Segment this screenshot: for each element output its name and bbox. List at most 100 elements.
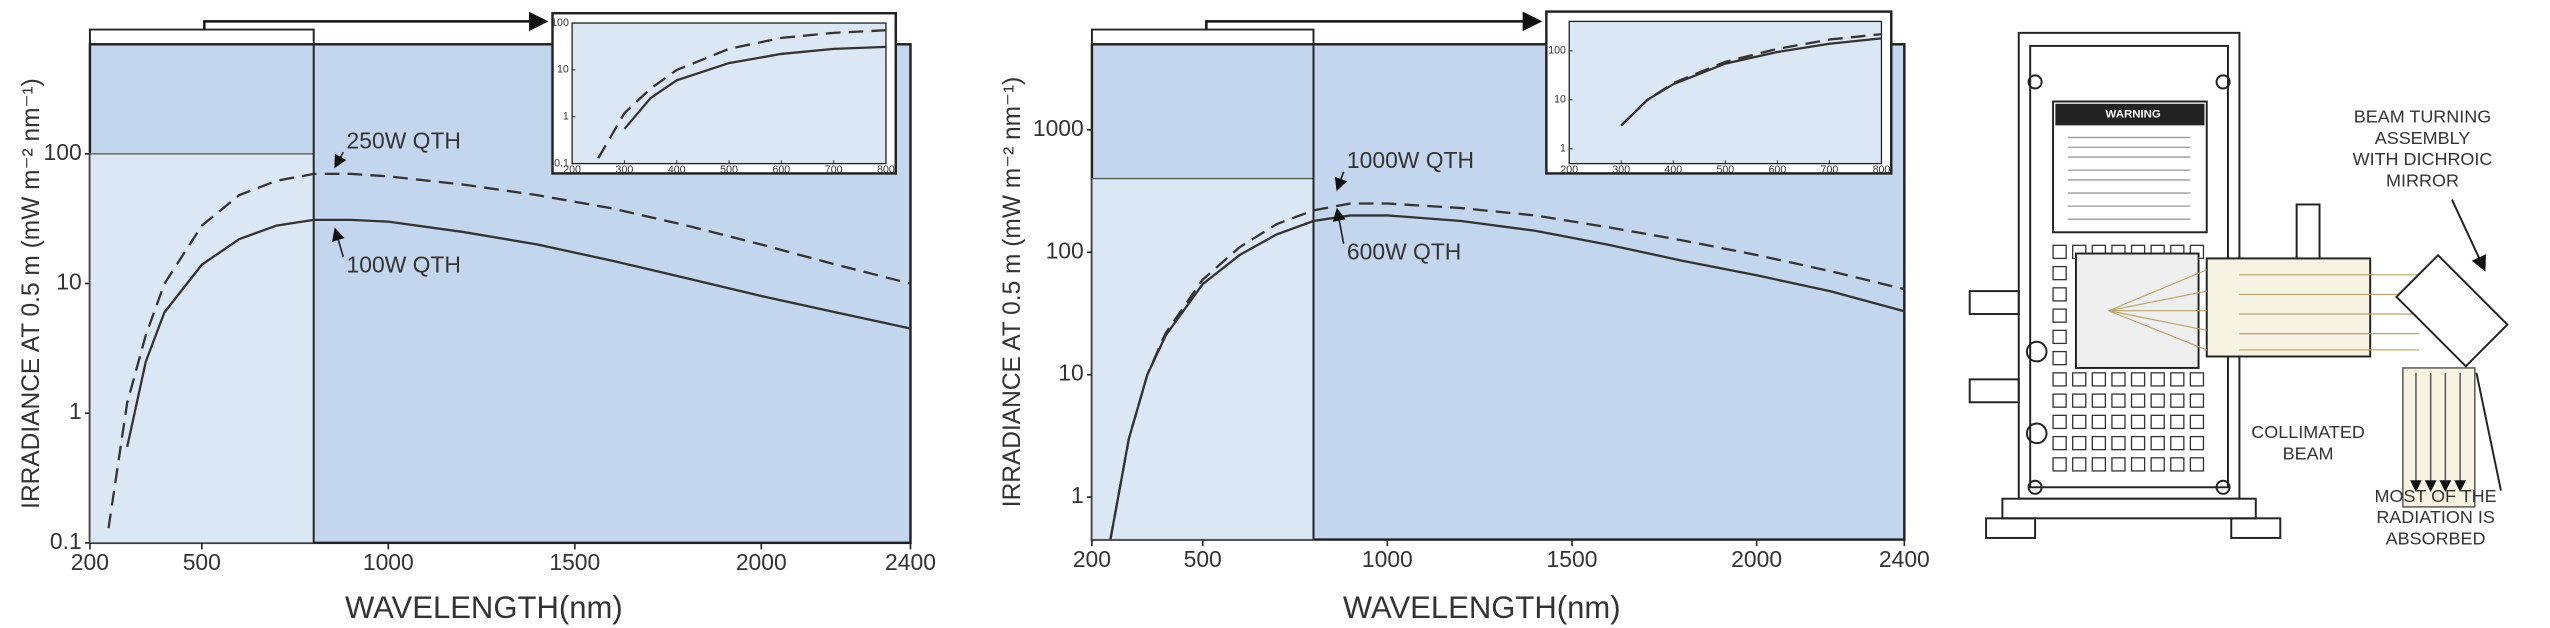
inset-y-tick-label: 1 xyxy=(1560,143,1566,155)
leader-line xyxy=(2451,199,2486,272)
beam-rays xyxy=(2108,269,2420,351)
zoom-bracket xyxy=(88,28,315,543)
x-axis-label: WAVELENGTH(nm) xyxy=(1343,590,1621,625)
y-tick-label: 100 xyxy=(44,139,82,165)
vent-hole xyxy=(2072,457,2087,472)
vent-hole xyxy=(2111,457,2126,472)
diagram-label: ABSORBED xyxy=(2386,528,2486,548)
side-fitting xyxy=(1968,290,2020,315)
vent-hole xyxy=(2072,414,2087,430)
lamp-diagram xyxy=(1968,31,2509,539)
vent-hole xyxy=(2150,435,2165,451)
inset-x-tick-label: 400 xyxy=(1664,164,1682,176)
collimated-beam xyxy=(2402,367,2476,508)
vent-hole xyxy=(2111,372,2126,387)
series-label: 1000W QTH xyxy=(1347,147,1474,173)
zoom-region xyxy=(1091,177,1315,541)
vent-hole xyxy=(2130,414,2146,430)
x-tick-label: 2000 xyxy=(1731,546,1782,572)
inset-y-tick-label: 100 xyxy=(1548,45,1566,57)
x-tick-label: 200 xyxy=(71,549,109,575)
inset-x-tick-label: 400 xyxy=(668,164,686,176)
foot xyxy=(1985,517,2037,539)
inset-plot xyxy=(571,22,887,165)
vent-hole xyxy=(2052,265,2067,281)
vent-hole xyxy=(2052,329,2067,345)
vent-hole xyxy=(2130,372,2146,387)
vent-hole xyxy=(2130,435,2146,451)
x-tick-label: 1500 xyxy=(549,549,600,575)
series-line xyxy=(597,29,886,159)
y-tick-label: 100 xyxy=(1046,237,1084,263)
vent-hole xyxy=(2189,435,2205,451)
zoom-bracket xyxy=(1090,28,1315,540)
x-axis-label: WAVELENGTH(nm) xyxy=(345,590,623,625)
vent-hole xyxy=(2091,393,2107,408)
diagram-label: RADIATION IS xyxy=(2376,507,2494,527)
label-leader xyxy=(1334,171,1348,192)
inset-plot xyxy=(1568,20,1883,165)
vent-hole xyxy=(2130,457,2146,472)
vent-hole xyxy=(2091,435,2107,451)
y-axis-label: IRRADIANCE AT 0.5 m (mW m⁻² nm⁻¹) xyxy=(18,78,45,509)
inset-y-tick-label: 10 xyxy=(1554,94,1566,106)
diagram-label: WITH DICHROIC xyxy=(2353,149,2493,169)
vent-hole xyxy=(2170,393,2185,408)
screw xyxy=(2215,74,2231,90)
vent-hole xyxy=(2052,287,2067,302)
inset-x-tick-label: 700 xyxy=(825,164,843,176)
series-line xyxy=(1620,37,1882,127)
vent-hole xyxy=(2091,372,2107,387)
vent-hole xyxy=(2091,457,2107,472)
inset-x-tick-label: 500 xyxy=(1716,164,1734,176)
diagram-label: BEAM TURNING xyxy=(2354,107,2491,127)
screw xyxy=(2027,479,2043,495)
inset-x-tick-label: 500 xyxy=(720,164,738,176)
vent-hole xyxy=(2052,435,2067,451)
inset-x-tick-label: 300 xyxy=(616,164,634,176)
inset-y-tick-label: 1 xyxy=(563,111,569,123)
warning-title: WARNING xyxy=(2106,109,2161,121)
vent-hole xyxy=(2170,457,2185,472)
vent-hole xyxy=(2052,350,2067,366)
diagram-label: COLLIMATED xyxy=(2251,422,2365,442)
series-label: 100W QTH xyxy=(347,252,461,278)
inset-x-tick-label: 200 xyxy=(1560,164,1578,176)
series-line xyxy=(126,218,911,448)
vent-hole xyxy=(2072,393,2087,408)
y-tick-label: 0.1 xyxy=(50,528,82,554)
vent-hole xyxy=(2189,457,2205,472)
vent-hole xyxy=(2170,435,2185,451)
label-leader xyxy=(332,227,345,258)
y-tick-label: 1 xyxy=(1071,482,1084,508)
series-line xyxy=(1109,214,1905,540)
label-leader xyxy=(1332,207,1346,244)
vent-hole xyxy=(2072,372,2087,387)
zoom-arrow xyxy=(203,11,549,32)
vent-hole xyxy=(2091,414,2107,430)
vent-hole xyxy=(2150,414,2165,430)
x-tick-label: 200 xyxy=(1073,546,1111,572)
knob xyxy=(2025,422,2048,445)
vent-hole xyxy=(2170,372,2185,387)
foot xyxy=(2230,517,2282,539)
vent-hole xyxy=(2150,457,2165,472)
vent-hole xyxy=(2052,414,2067,430)
zoom-arrow xyxy=(1205,11,1543,32)
inset-x-tick-label: 200 xyxy=(563,164,581,176)
series-label: 250W QTH xyxy=(347,127,461,153)
diagram-label: ASSEMBLY xyxy=(2375,128,2471,148)
inset-x-tick-label: 300 xyxy=(1612,164,1630,176)
vent-hole xyxy=(2111,393,2126,408)
inset-y-tick-label: 0.1 xyxy=(554,157,569,169)
y-tick-label: 1000 xyxy=(1033,115,1084,141)
inset-y-tick-label: 100 xyxy=(551,17,569,29)
tube-fitting xyxy=(2295,203,2321,260)
diagram-label: MIRROR xyxy=(2386,170,2459,190)
vent-hole xyxy=(2111,414,2126,430)
x-tick-label: 500 xyxy=(1184,546,1222,572)
y-tick-label: 10 xyxy=(1058,360,1083,386)
vent-holes xyxy=(2052,244,2205,472)
vent-hole xyxy=(2150,372,2165,387)
